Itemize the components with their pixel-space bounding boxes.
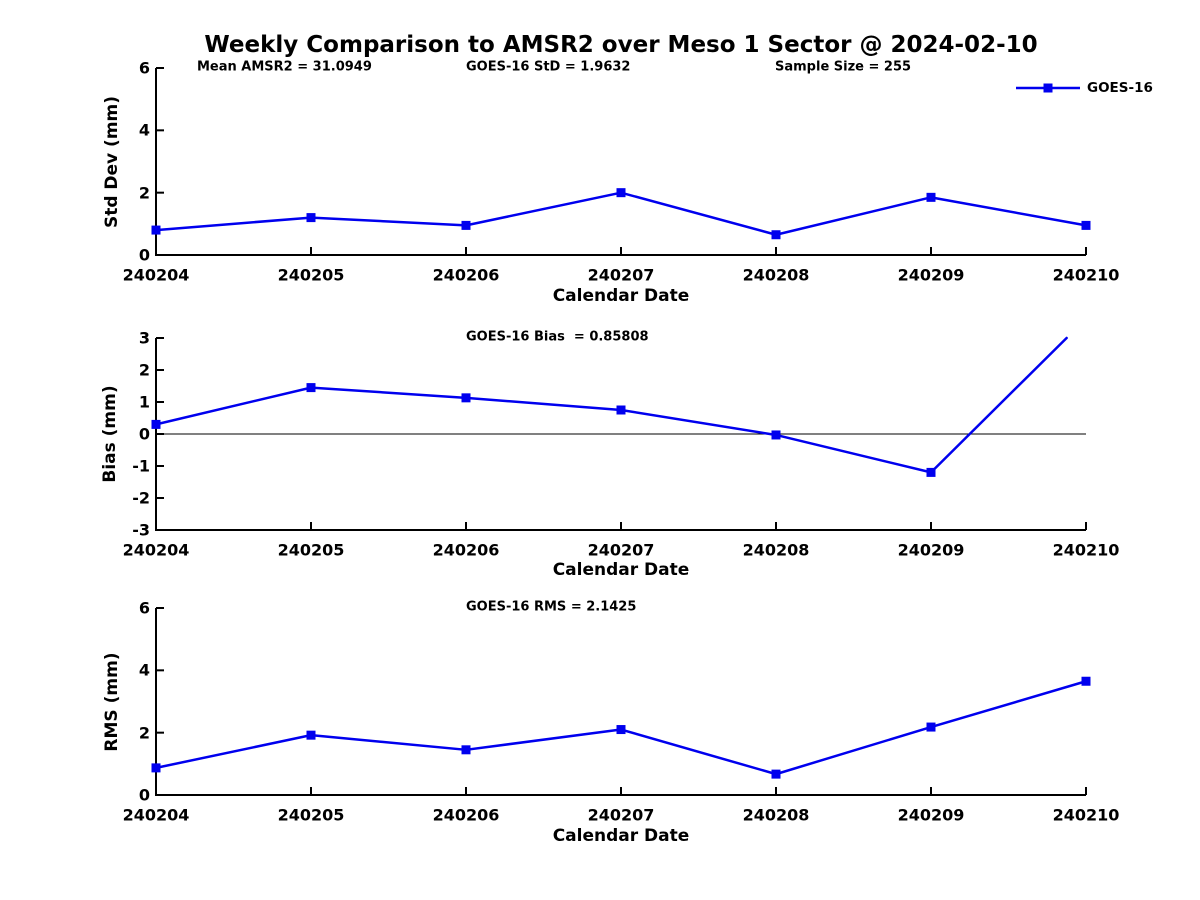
x-tick-label: 240204 bbox=[122, 805, 190, 825]
y-axis-label-bias: Bias (mm) bbox=[100, 385, 120, 483]
x-tick-label: 240206 bbox=[432, 265, 500, 285]
series-marker bbox=[461, 393, 471, 403]
x-tick-label: 240206 bbox=[432, 540, 500, 560]
y-tick-label: 2 bbox=[138, 183, 150, 203]
series-line-segment bbox=[774, 725, 933, 776]
series-line-segment bbox=[154, 733, 313, 770]
y-tick-label: 2 bbox=[138, 360, 150, 380]
y-tick-label: 0 bbox=[138, 245, 150, 265]
x-tick-label: 240208 bbox=[742, 540, 810, 560]
series-line-segment bbox=[154, 386, 313, 426]
series-line-segment bbox=[774, 433, 933, 474]
series-line-segment bbox=[619, 728, 778, 776]
y-tick-label: 1 bbox=[138, 392, 150, 412]
series-marker bbox=[771, 430, 781, 440]
y-tick-label: 0 bbox=[138, 785, 150, 805]
series-line-segment bbox=[464, 191, 623, 227]
x-tick-label: 240208 bbox=[742, 805, 810, 825]
x-tick-label: 240204 bbox=[122, 540, 190, 560]
annotation-sample-size: Sample Size = 255 bbox=[775, 59, 912, 75]
figure-title: Weekly Comparison to AMSR2 over Meso 1 S… bbox=[204, 32, 1038, 58]
x-tick-label: 240206 bbox=[432, 805, 500, 825]
x-axis-label-rms: Calendar Date bbox=[552, 826, 690, 846]
y-tick-label: 6 bbox=[138, 58, 150, 78]
series-line-segment bbox=[929, 679, 1088, 729]
series-marker bbox=[306, 730, 316, 740]
legend-marker-sample bbox=[1043, 83, 1053, 93]
annotation-goes16-bias: GOES-16 Bias = 0.85808 bbox=[466, 329, 649, 345]
series-marker bbox=[1081, 676, 1091, 686]
annotation-goes16-rms: GOES-16 RMS = 2.1425 bbox=[466, 599, 637, 615]
y-axis-label-stddev: Std Dev (mm) bbox=[102, 95, 122, 229]
y-tick-label: 2 bbox=[138, 723, 150, 743]
annotation-goes16-std: GOES-16 StD = 1.9632 bbox=[466, 59, 631, 75]
x-tick-label: 240210 bbox=[1052, 805, 1120, 825]
x-tick-label: 240210 bbox=[1052, 265, 1120, 285]
subplot-2 bbox=[151, 336, 1087, 531]
series-marker bbox=[771, 230, 781, 240]
x-tick-label: 240210 bbox=[1052, 540, 1120, 560]
x-tick-label: 240209 bbox=[897, 265, 965, 285]
series-line-segment bbox=[309, 216, 468, 227]
series-line-segment bbox=[309, 733, 468, 752]
series-line-segment bbox=[154, 216, 313, 232]
series-marker bbox=[1081, 220, 1091, 230]
series-line-segment bbox=[774, 196, 933, 236]
series-marker bbox=[616, 188, 626, 198]
series-line-segment bbox=[464, 728, 623, 752]
x-axis-label-stddev: Calendar Date bbox=[552, 286, 690, 306]
series-marker bbox=[926, 722, 936, 732]
x-tick-label: 240209 bbox=[897, 540, 965, 560]
x-tick-label: 240208 bbox=[742, 265, 810, 285]
axis-spines bbox=[155, 68, 1086, 256]
subplot-3 bbox=[151, 607, 1091, 796]
series-marker bbox=[771, 769, 781, 779]
series-marker bbox=[151, 225, 161, 235]
series-line-segment bbox=[619, 408, 778, 437]
y-tick-label: 4 bbox=[138, 120, 150, 140]
y-axis-label-rms: RMS (mm) bbox=[102, 652, 122, 752]
y-tick-label: 3 bbox=[138, 328, 150, 348]
x-tick-label: 240207 bbox=[587, 805, 655, 825]
x-tick-label: 240209 bbox=[897, 805, 965, 825]
y-tick-label: 4 bbox=[138, 660, 150, 680]
series-marker bbox=[461, 745, 471, 755]
subplot-1 bbox=[151, 67, 1091, 256]
y-tick-label: -1 bbox=[132, 456, 150, 476]
y-tick-label: -3 bbox=[132, 520, 150, 540]
series-marker bbox=[151, 763, 161, 773]
legend-label-goes16: GOES-16 bbox=[1087, 80, 1153, 96]
series-line-segment bbox=[309, 386, 468, 400]
x-tick-label: 240207 bbox=[587, 265, 655, 285]
y-tick-label: 0 bbox=[138, 424, 150, 444]
x-tick-label: 240207 bbox=[587, 540, 655, 560]
series-line-segment bbox=[929, 336, 1068, 474]
y-tick-label: 6 bbox=[138, 598, 150, 618]
axis-spines bbox=[155, 608, 1086, 796]
series-marker bbox=[151, 419, 161, 429]
x-tick-label: 240205 bbox=[277, 265, 345, 285]
series-marker bbox=[461, 220, 471, 230]
series-marker bbox=[616, 405, 626, 415]
series-marker bbox=[616, 725, 626, 735]
annotation-mean-amsr2: Mean AMSR2 = 31.0949 bbox=[197, 59, 372, 75]
series-line-segment bbox=[929, 196, 1088, 227]
series-marker bbox=[926, 192, 936, 202]
series-line-segment bbox=[464, 396, 623, 412]
series-marker bbox=[306, 383, 316, 393]
series-line-segment bbox=[619, 191, 778, 236]
series-marker bbox=[926, 467, 936, 477]
series-marker bbox=[306, 213, 316, 223]
x-tick-label: 240205 bbox=[277, 540, 345, 560]
legend bbox=[1016, 83, 1080, 93]
y-tick-label: -2 bbox=[132, 488, 150, 508]
x-tick-label: 240204 bbox=[122, 265, 190, 285]
x-axis-label-bias: Calendar Date bbox=[552, 560, 690, 580]
x-tick-label: 240205 bbox=[277, 805, 345, 825]
